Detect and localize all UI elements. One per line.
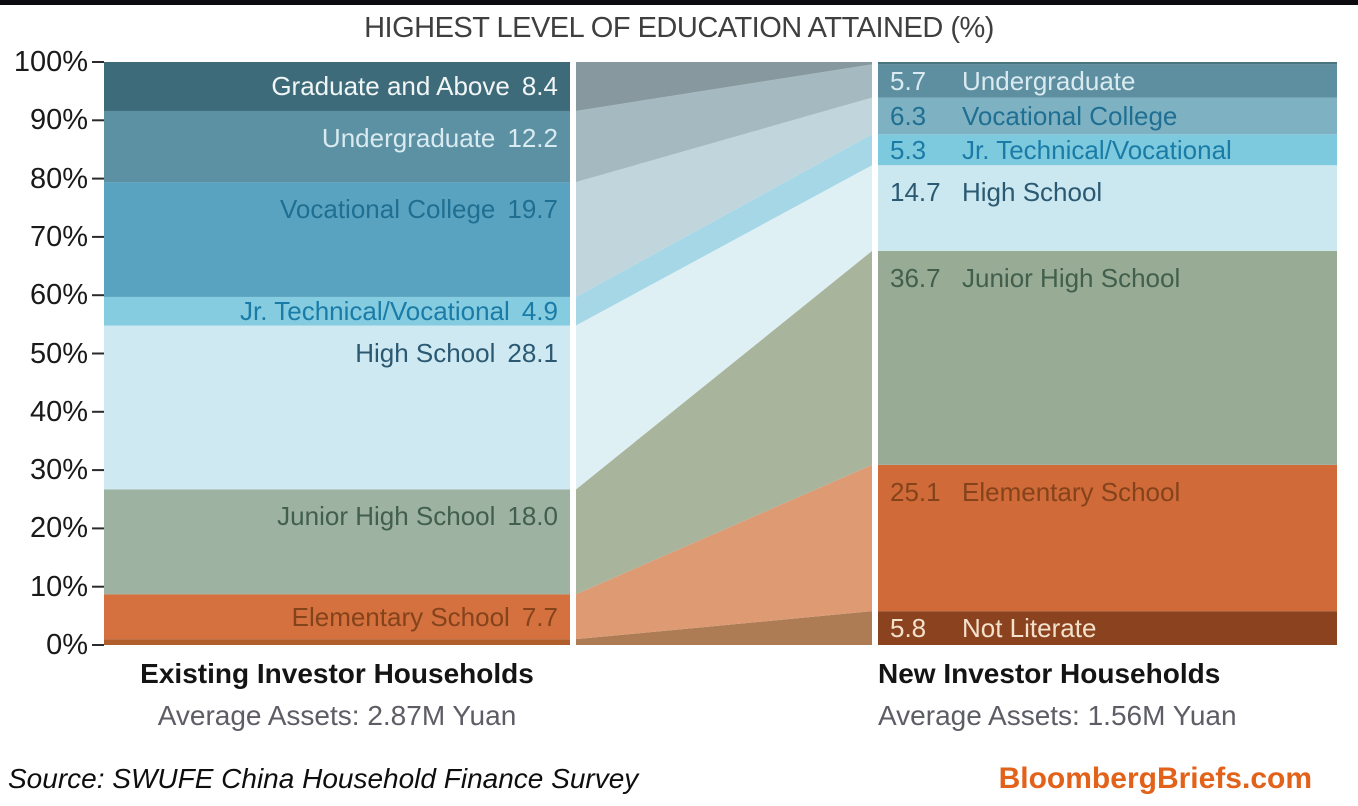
source-credit: Source: SWUFE China Household Finance Su… (8, 763, 639, 794)
bar-right-high-school (878, 165, 1337, 251)
flow-undergraduate (576, 64, 872, 183)
bar-right-junior-high-school (878, 250, 1337, 465)
chart-title: HIGHEST LEVEL OF EDUCATION ATTAINED (%) (364, 12, 994, 44)
bar-right-jr-technical-vocational (878, 134, 1337, 166)
label-right-vocational-college: 6.3 Vocational College (890, 100, 1178, 131)
label-left-undergraduate: Undergraduate 12.2 (321, 122, 558, 153)
y-axis-label-100: 100% (13, 46, 88, 78)
right-column-title: New Investor Households (878, 658, 1221, 689)
y-axis-label-70: 70% (29, 220, 88, 253)
label-left-graduate-and-above: Graduate and Above 8.4 (271, 71, 558, 102)
label-left-junior-high-school: Junior High School 18.0 (277, 501, 558, 532)
flow-jr-technical-vocational (576, 134, 872, 326)
bar-left-graduate-and-above (104, 62, 570, 111)
bar-left-undergraduate (104, 110, 570, 183)
label-left-high-school: High School 28.1 (355, 337, 558, 368)
flow-high-school (576, 165, 872, 490)
bar-right-elementary-school (878, 464, 1337, 612)
y-axis-label-90: 90% (29, 104, 88, 137)
right-column-subtitle: Average Assets: 1.56M Yuan (878, 700, 1237, 731)
bar-left-elementary-school (104, 594, 570, 640)
bar-right-vocational-college (878, 97, 1337, 135)
y-axis-label-50: 50% (29, 337, 88, 370)
y-axis-label-0: 0% (46, 629, 88, 661)
flow-junior-high-school (576, 250, 872, 595)
bar-left-not-literate (104, 639, 570, 645)
bar-left-vocational-college (104, 182, 570, 297)
label-right-junior-high-school: 36.7 Junior High School (890, 262, 1181, 293)
label-right-elementary-school: 25.1 Elementary School (890, 476, 1181, 507)
bar-left-jr-technical-vocational (104, 296, 570, 326)
y-axis-label-40: 40% (29, 395, 88, 428)
bar-right-graduate-and-above (878, 62, 1337, 65)
label-right-high-school: 14.7 High School (890, 177, 1103, 208)
y-axis-label-10: 10% (29, 570, 88, 603)
left-column-title: Existing Investor Households (140, 658, 534, 689)
y-axis-label-20: 20% (29, 512, 88, 545)
y-axis-label-30: 30% (29, 454, 88, 487)
flow-vocational-college (576, 97, 872, 297)
brand-link: BloombergBriefs.com (998, 762, 1312, 795)
label-right-not-literate: 5.8 Not Literate (890, 613, 1097, 644)
top-edge-strip (0, 0, 1358, 5)
bar-right-undergraduate (878, 64, 1337, 98)
label-right-undergraduate: 5.7 Undergraduate (890, 65, 1136, 96)
bar-left-junior-high-school (104, 489, 570, 595)
left-column-subtitle: Average Assets: 2.87M Yuan (157, 700, 517, 731)
label-left-elementary-school: Elementary School 7.7 (291, 601, 558, 632)
bar-left-high-school (104, 325, 570, 490)
flow-graduate-and-above (576, 62, 872, 111)
y-axis-label-80: 80% (29, 162, 88, 195)
label-right-jr-technical-vocational: 5.3 Jr. Technical/Vocational (890, 134, 1232, 165)
flow-not-literate (576, 611, 872, 645)
y-axis-label-60: 60% (29, 279, 88, 312)
flow-elementary-school (576, 464, 872, 640)
label-left-vocational-college: Vocational College 19.7 (280, 194, 558, 225)
label-left-jr-technical-vocational: Jr. Technical/Vocational 4.9 (240, 296, 558, 327)
bar-right-not-literate (878, 611, 1337, 645)
